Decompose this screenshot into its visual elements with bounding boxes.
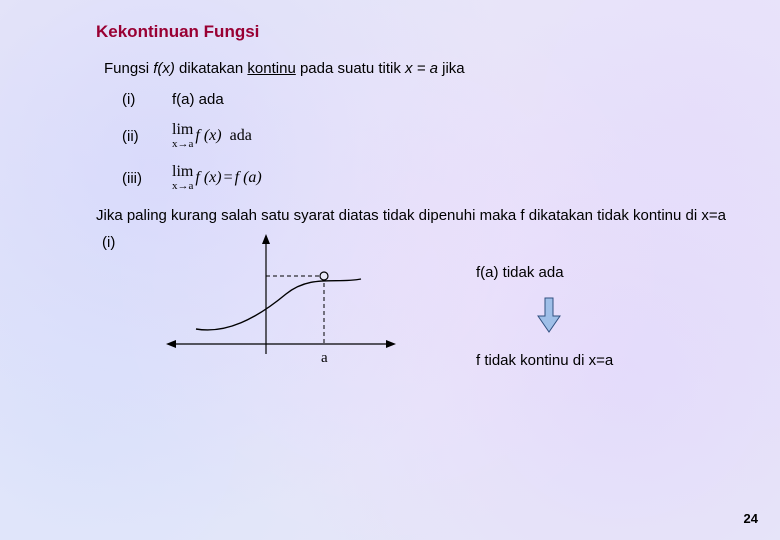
cond2-label: (ii): [122, 128, 154, 145]
cond2-fx: f (x): [195, 127, 221, 145]
fa-missing-text: f(a) tidak ada: [476, 264, 564, 281]
cond1-label: (i): [122, 91, 154, 108]
cond3-lim: lim: [172, 164, 193, 180]
intro-mid1: dikatakan: [179, 60, 247, 77]
cond3-fx: f (x): [195, 169, 221, 187]
cond1-text: f(a) ada: [172, 91, 224, 108]
intro-kontinu: kontinu: [247, 60, 295, 77]
intro-fx: f(x): [153, 60, 179, 77]
discontinuity-graph: a: [166, 234, 396, 383]
explanation-paragraph: Jika paling kurang salah satu syarat dia…: [96, 206, 730, 226]
cond3-fa: f (a): [235, 169, 262, 187]
intro-mid2: pada suatu titik: [296, 60, 405, 77]
not-continuous-text: f tidak kontinu di x=a: [476, 352, 613, 369]
intro-eq: x = a: [405, 60, 442, 77]
cond2-lim: lim: [172, 122, 193, 138]
cond3-lim-sub: x→a: [172, 181, 193, 192]
down-arrow-icon: [536, 296, 562, 338]
cond3-eq: =: [224, 169, 233, 187]
intro-line: Fungsi f(x) dikatakan kontinu pada suatu…: [104, 60, 730, 77]
page-number: 24: [744, 511, 758, 526]
intro-pre: Fungsi: [104, 60, 153, 77]
cond2-lim-sub: x→a: [172, 139, 193, 150]
intro-post: jika: [442, 60, 465, 77]
cond3-label: (iii): [122, 170, 154, 187]
axis-label-a: a: [321, 350, 328, 366]
cond2-ada: ada: [230, 127, 252, 145]
condition-3: (iii) lim x→a f (x) = f (a): [122, 164, 730, 192]
page-title: Kekontinuan Fungsi: [96, 22, 730, 42]
case-label-i: (i): [102, 234, 115, 251]
condition-2: (ii) lim x→a f (x) ada: [122, 122, 730, 150]
condition-1: (i) f(a) ada: [122, 91, 730, 108]
